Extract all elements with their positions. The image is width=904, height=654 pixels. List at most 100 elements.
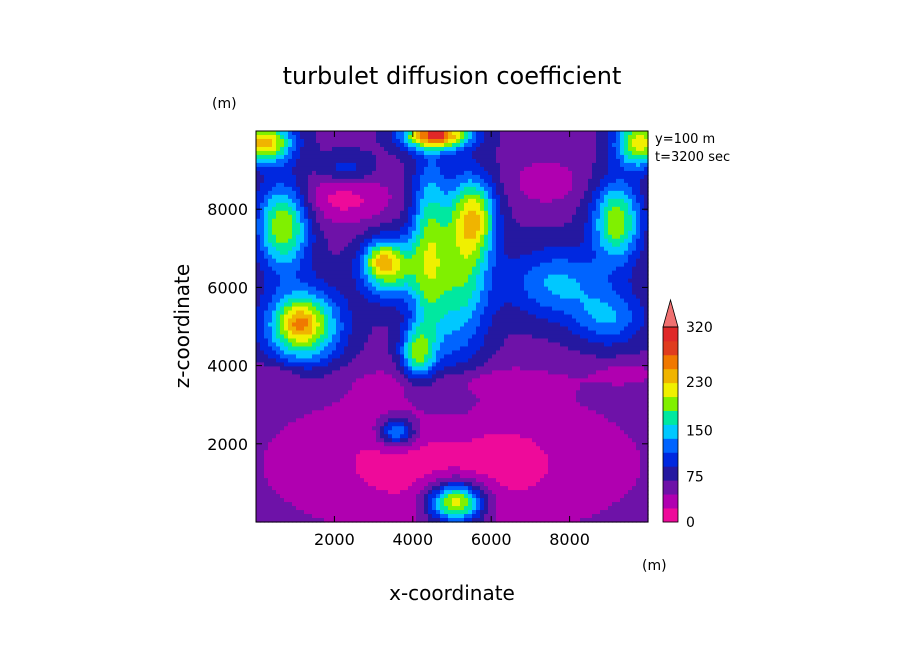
- contour-cell: [320, 490, 325, 495]
- contour-cell: [264, 230, 269, 236]
- contour-cell: [368, 346, 373, 352]
- contour-cell: [404, 154, 409, 160]
- contour-cell: [424, 226, 429, 232]
- contour-cell: [444, 378, 449, 383]
- contour-cell: [256, 474, 261, 479]
- contour-cell: [448, 190, 453, 196]
- contour-cell: [404, 430, 409, 435]
- contour-cell: [408, 334, 413, 340]
- contour-cell: [268, 346, 273, 352]
- contour-cell: [320, 466, 325, 471]
- contour-cell: [300, 366, 305, 371]
- contour-cell: [348, 442, 353, 447]
- contour-cell: [388, 334, 393, 340]
- contour-cell: [284, 426, 289, 431]
- contour-cell: [432, 266, 437, 272]
- contour-cell: [448, 278, 453, 284]
- contour-cell: [272, 402, 277, 407]
- contour-cell: [388, 330, 393, 336]
- contour-cell: [408, 322, 413, 328]
- contour-cell: [312, 218, 317, 224]
- contour-cell: [408, 486, 413, 491]
- contour-cell: [304, 150, 309, 156]
- contour-cell: [420, 422, 425, 427]
- contour-cell: [300, 402, 305, 407]
- contour-cell: [384, 342, 389, 348]
- contour-cell: [308, 366, 313, 371]
- contour-cell: [444, 350, 449, 356]
- contour-cell: [420, 382, 425, 387]
- contour-cell: [268, 294, 273, 300]
- contour-cell: [308, 418, 313, 423]
- contour-cell: [396, 438, 401, 443]
- contour-cell: [428, 366, 433, 371]
- contour-cell: [264, 358, 269, 364]
- contour-cell: [348, 458, 353, 463]
- contour-cell: [316, 358, 321, 364]
- contour-cell: [308, 146, 313, 152]
- contour-cell: [264, 242, 269, 248]
- contour-cell: [408, 378, 413, 383]
- contour-cell: [440, 186, 445, 192]
- contour-cell: [456, 486, 461, 491]
- contour-cell: [288, 442, 293, 447]
- contour-cell: [360, 262, 365, 268]
- contour-cell: [360, 230, 365, 236]
- contour-cell: [432, 202, 437, 208]
- contour-cell: [316, 430, 321, 435]
- contour-cell: [348, 131, 353, 136]
- contour-cell: [356, 390, 361, 395]
- contour-cell: [272, 206, 277, 212]
- contour-cell: [380, 342, 385, 348]
- contour-cell: [424, 250, 429, 256]
- contour-cell: [336, 502, 341, 507]
- contour-cell: [320, 154, 325, 160]
- contour-cell: [292, 194, 297, 200]
- contour-cell: [304, 158, 309, 164]
- contour-cell: [404, 170, 409, 176]
- contour-cell: [388, 322, 393, 328]
- contour-cell: [328, 170, 333, 176]
- contour-cell: [312, 238, 317, 244]
- contour-cell: [340, 131, 345, 136]
- contour-cell: [320, 258, 325, 264]
- contour-cell: [256, 210, 261, 216]
- contour-cell: [448, 138, 453, 144]
- contour-cell: [412, 262, 417, 268]
- contour-cell: [332, 214, 337, 220]
- contour-cell: [352, 502, 357, 507]
- contour-cell: [280, 338, 285, 344]
- contour-cell: [340, 338, 345, 344]
- contour-cell: [384, 514, 389, 519]
- contour-cell: [428, 142, 433, 148]
- contour-cell: [416, 254, 421, 260]
- contour-cell: [312, 458, 317, 463]
- contour-cell: [272, 494, 277, 499]
- contour-cell: [452, 326, 457, 332]
- contour-cell: [348, 394, 353, 399]
- contour-cell: [444, 510, 449, 515]
- contour-cell: [300, 178, 305, 184]
- contour-cell: [312, 490, 317, 495]
- contour-cell: [272, 238, 277, 244]
- contour-cell: [344, 158, 349, 164]
- contour-cell: [392, 406, 397, 411]
- contour-cell: [328, 302, 333, 308]
- contour-cell: [444, 502, 449, 507]
- contour-cell: [432, 406, 437, 411]
- contour-cell: [316, 206, 321, 212]
- contour-cell: [272, 378, 277, 383]
- contour-cell: [348, 414, 353, 419]
- contour-cell: [332, 138, 337, 144]
- contour-cell: [308, 166, 313, 172]
- contour-cell: [264, 254, 269, 260]
- contour-cell: [384, 442, 389, 447]
- contour-cell: [432, 390, 437, 395]
- contour-cell: [352, 514, 357, 519]
- contour-cell: [432, 238, 437, 244]
- contour-cell: [256, 218, 261, 224]
- contour-cell: [300, 502, 305, 507]
- contour-cell: [336, 182, 341, 188]
- contour-cell: [316, 282, 321, 288]
- contour-cell: [456, 418, 461, 423]
